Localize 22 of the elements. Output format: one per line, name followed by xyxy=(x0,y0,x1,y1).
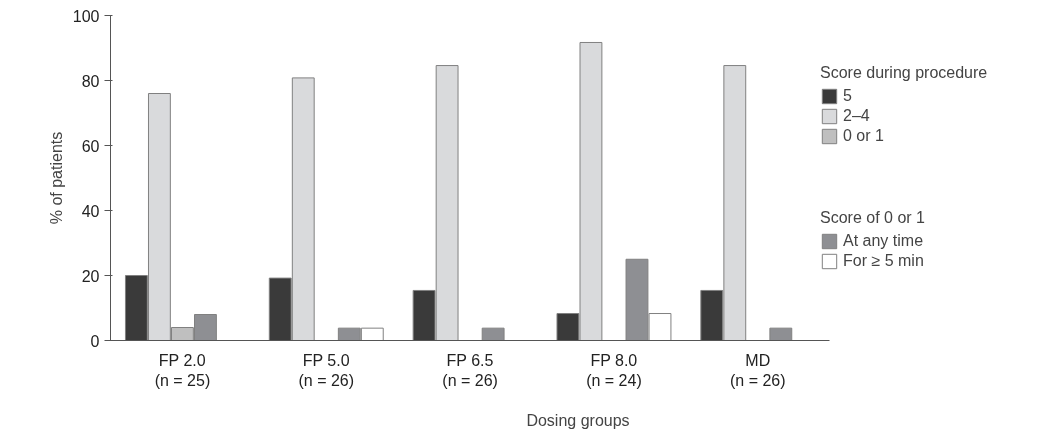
legend-label: 0 or 1 xyxy=(843,127,884,145)
y-tick-label: 20 xyxy=(81,267,100,285)
x-axis-title: Dosing groups xyxy=(526,411,630,429)
y-tick-label: 60 xyxy=(81,137,100,155)
legend-label: 5 xyxy=(843,87,853,105)
x-tick-label: MD (n = 26) xyxy=(730,351,786,389)
x-tick-label: FP 8.0 (n = 24) xyxy=(586,351,642,389)
bar xyxy=(481,327,505,341)
legend-title: Score during procedure xyxy=(820,64,988,82)
legend-label: 2–4 xyxy=(843,107,870,125)
y-tick-label: 80 xyxy=(81,72,100,90)
legend-label: At any time xyxy=(843,232,924,250)
y-tick-label: 0 xyxy=(90,332,100,350)
legend-label: For ≥ 5 min xyxy=(843,252,924,270)
x-tick-label: FP 5.0 (n = 26) xyxy=(298,351,355,389)
annotation: Score of 0 or 1 xyxy=(820,209,925,227)
x-tick-label: FP 6.5 (n = 26) xyxy=(442,351,498,389)
y-tick-label: 40 xyxy=(81,202,100,220)
y-axis-title: % of patients xyxy=(47,131,65,225)
y-tick-label: 100 xyxy=(72,7,100,25)
x-tick-label: FP 2.0 (n = 25) xyxy=(154,351,211,389)
bar xyxy=(769,327,793,341)
